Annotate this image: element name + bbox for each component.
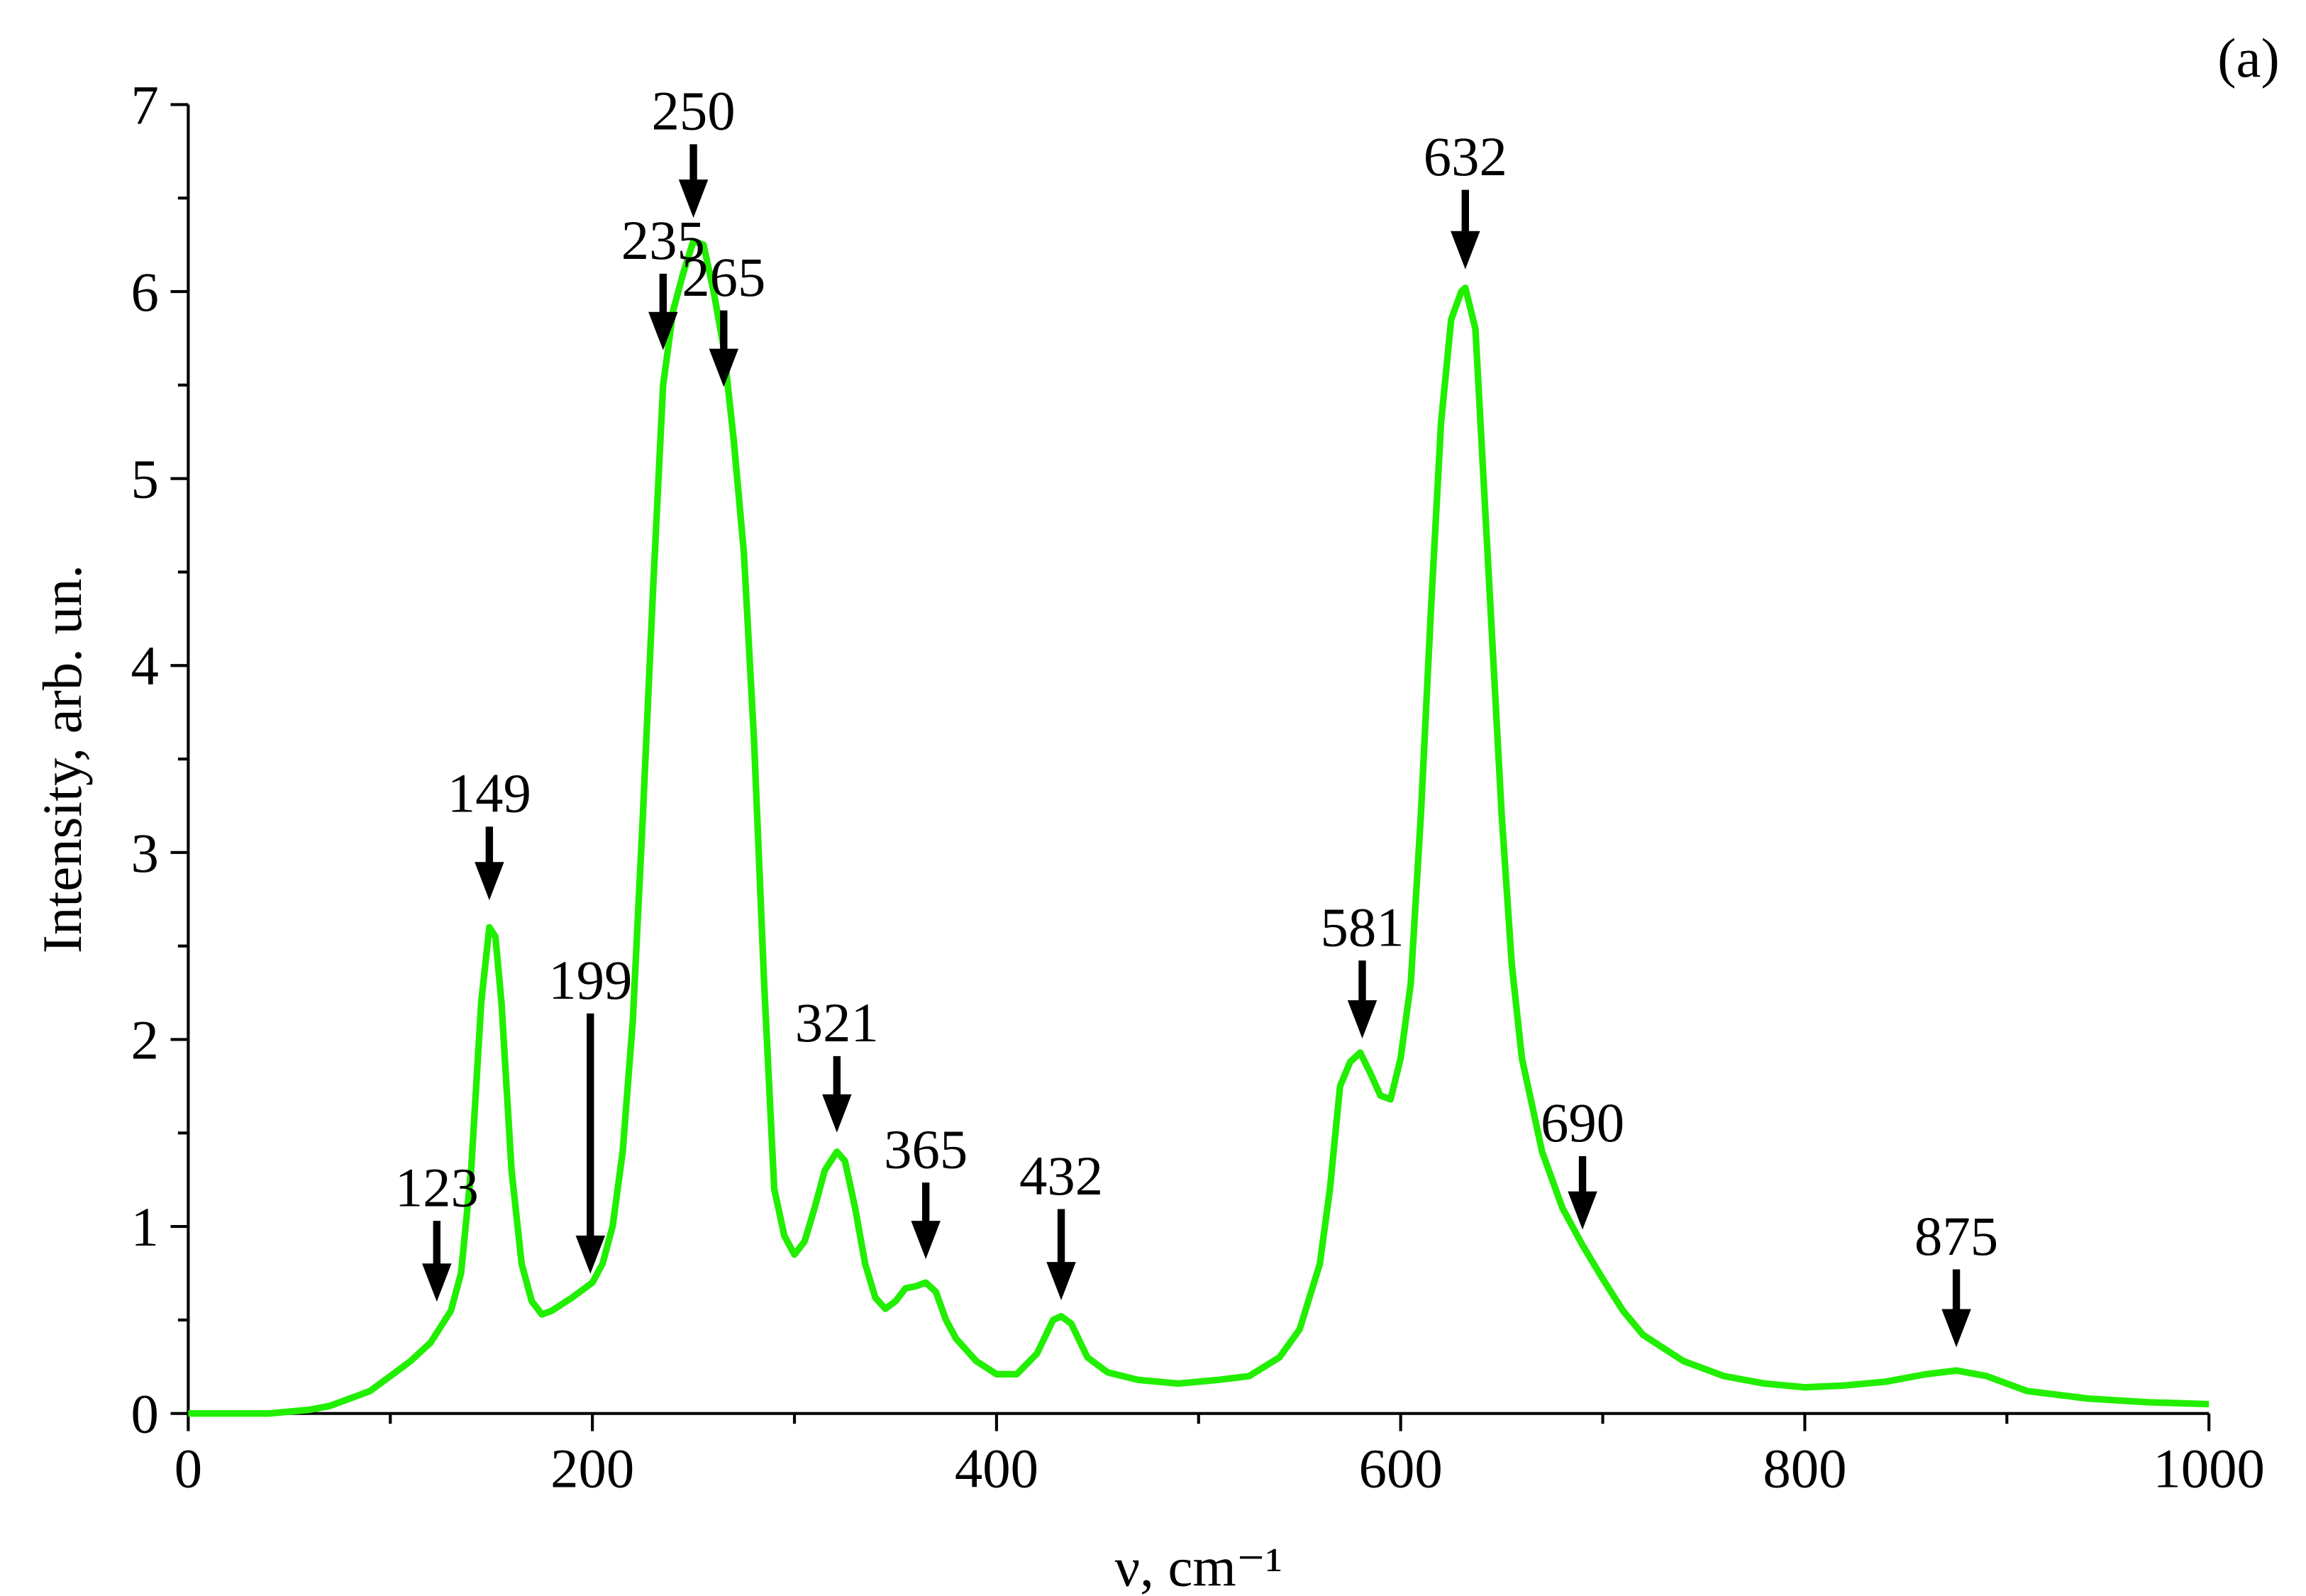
y-tick-label: 1 [131, 1197, 159, 1258]
y-tick-label: 6 [131, 262, 159, 323]
x-tick-label: 0 [174, 1438, 202, 1500]
annotation-label: 632 [1424, 126, 1507, 188]
y-tick-label: 5 [131, 449, 159, 511]
y-tick-label: 4 [131, 636, 159, 697]
annotation-arrow-head [678, 179, 709, 218]
panel-label: (a) [2217, 28, 2279, 89]
annotation-arrow-head [709, 348, 739, 387]
x-tick-label: 400 [955, 1438, 1038, 1500]
spectrum-line [188, 238, 2210, 1417]
annotation-label: 365 [884, 1119, 968, 1180]
annotation-label: 199 [548, 950, 632, 1012]
annotation-label: 265 [682, 247, 765, 309]
y-tick-label: 0 [131, 1384, 159, 1446]
y-tick-label: 2 [131, 1009, 159, 1071]
annotation-arrow-head [575, 1235, 606, 1274]
y-tick-label: 3 [131, 823, 159, 885]
annotation-label: 235 [621, 210, 705, 272]
annotation-label: 250 [652, 81, 736, 143]
annotation-arrow-head [1451, 231, 1480, 270]
annotation-label: 690 [1541, 1092, 1624, 1154]
x-tick-label: 800 [1763, 1438, 1846, 1500]
annotation-arrow-head [1046, 1262, 1076, 1301]
annotation-arrow-head [422, 1263, 452, 1302]
annotation-arrow-head [1941, 1309, 1971, 1348]
annotation-arrow-head [475, 862, 504, 901]
annotation-arrow-head [648, 311, 678, 350]
x-tick-label: 1000 [2153, 1438, 2265, 1500]
annotation-label: 149 [448, 763, 531, 825]
x-tick-label: 200 [550, 1438, 634, 1500]
annotation-label: 581 [1320, 897, 1404, 958]
annotation-label: 875 [1914, 1206, 1998, 1268]
annotation-label: 321 [795, 992, 879, 1054]
y-tick-label: 7 [131, 74, 159, 136]
x-axis-label: ν, cm⁻¹ [1115, 1536, 1282, 1596]
annotation-label: 123 [395, 1157, 479, 1219]
y-axis-label: Intensity, arb. un. [32, 565, 94, 953]
annotation-arrow-head [1568, 1191, 1597, 1230]
annotation-arrow-head [1347, 1000, 1377, 1038]
annotation-label: 432 [1019, 1146, 1103, 1207]
annotation-arrow-head [822, 1094, 852, 1133]
annotation-arrow-head [911, 1221, 941, 1259]
x-tick-label: 600 [1359, 1438, 1443, 1500]
